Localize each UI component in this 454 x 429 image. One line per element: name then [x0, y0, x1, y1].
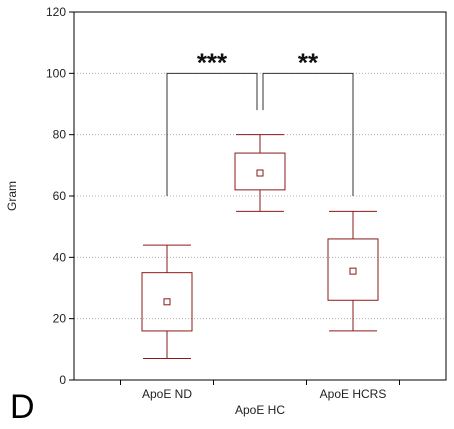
- mean-marker: [349, 267, 357, 275]
- x-axis-title: ApoE HC: [235, 403, 285, 417]
- box: [327, 238, 379, 301]
- y-tick-label: 0: [59, 373, 66, 387]
- significance-bracket: [166, 72, 258, 196]
- box: [141, 272, 193, 332]
- box-group: ApoE ND: [141, 244, 193, 401]
- y-tick-label: 60: [53, 189, 67, 203]
- panel-label: D: [10, 388, 35, 426]
- x-tick-label: ApoE HCRS: [320, 387, 387, 401]
- y-tick-label: 120: [46, 5, 66, 19]
- significance-label: **: [298, 47, 319, 77]
- box-group: [234, 134, 286, 212]
- y-tick-label: 40: [53, 250, 67, 264]
- significance-label: ***: [197, 47, 228, 77]
- y-tick-label: 80: [53, 128, 67, 142]
- box-group: ApoE HCRS: [320, 210, 387, 401]
- mean-marker: [163, 298, 171, 306]
- y-tick-label: 20: [53, 312, 67, 326]
- mean-marker: [256, 169, 264, 177]
- y-tick-label: 100: [46, 66, 66, 80]
- significance-bracket: [262, 72, 354, 196]
- y-axis-title: Gram: [5, 181, 19, 211]
- x-tick-label: ApoE ND: [142, 387, 192, 401]
- box: [234, 152, 286, 191]
